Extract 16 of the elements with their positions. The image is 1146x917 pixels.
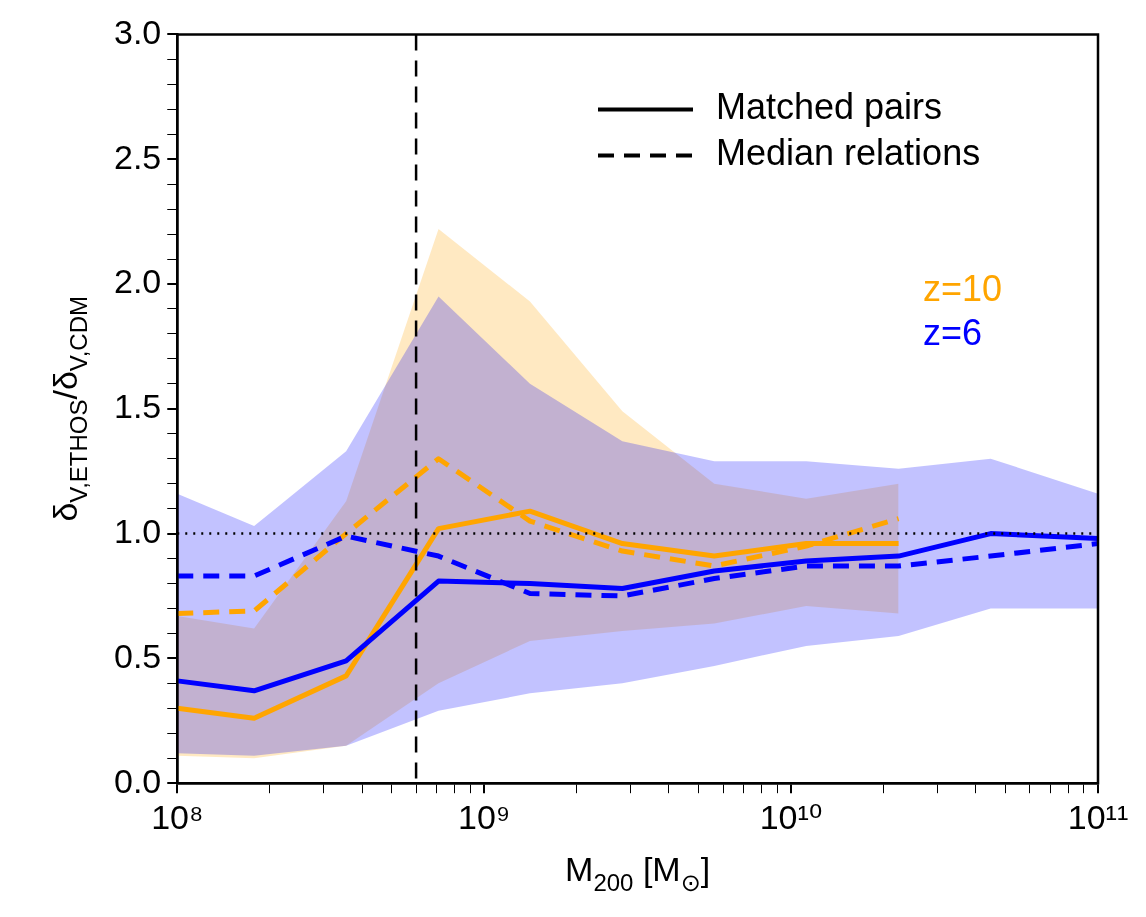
x-tick-label: 10¹¹	[1067, 797, 1129, 836]
x-tick-label: 10⁸	[151, 797, 204, 836]
y-axis-title: δV,ETHOS/δV,CDM	[45, 296, 93, 522]
y-tick-label: 3.0	[114, 12, 162, 51]
y-tick-label: 1.0	[114, 511, 162, 550]
y-tick-label: 0.5	[114, 636, 162, 675]
y-tick-label: 1.5	[114, 387, 162, 426]
y-tick-label: 2.5	[114, 137, 162, 176]
y-tick-label: 2.0	[114, 262, 162, 301]
text: z=6	[923, 312, 983, 354]
annotation: Median relations	[716, 132, 981, 174]
text: z=10	[923, 268, 1003, 310]
x-tick-label: 10⁹	[457, 797, 511, 836]
x-tick-label: 10¹⁰	[759, 797, 823, 836]
annotation: Matched pairs	[716, 86, 943, 128]
y-tick-label: 0.0	[114, 761, 162, 800]
